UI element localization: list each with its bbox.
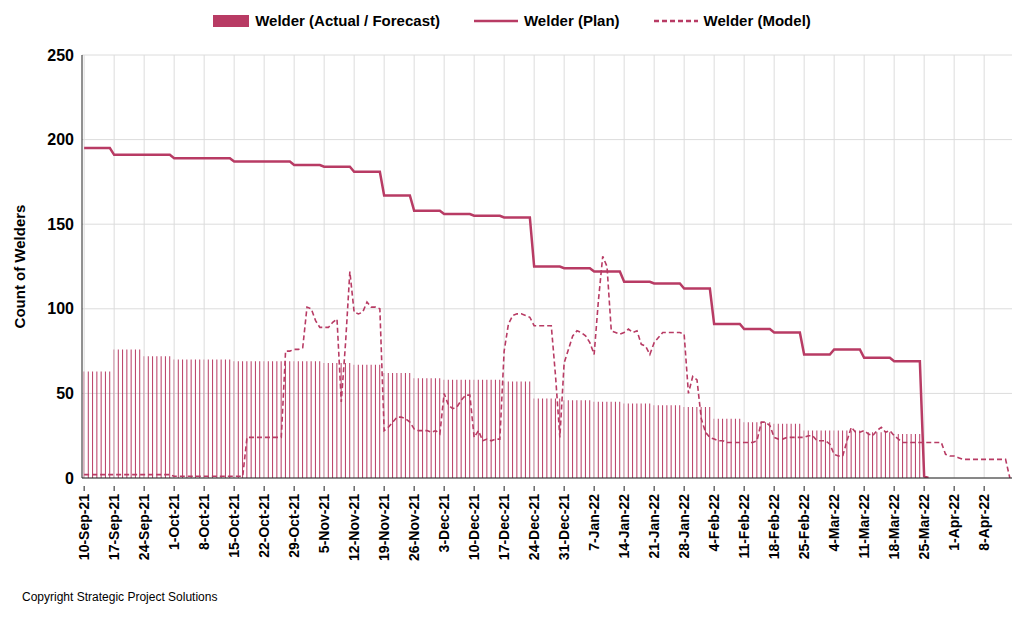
svg-text:50: 50	[56, 385, 74, 402]
svg-text:1-Oct-21: 1-Oct-21	[166, 494, 182, 550]
svg-text:31-Dec-21: 31-Dec-21	[556, 494, 572, 560]
svg-text:7-Jan-22: 7-Jan-22	[586, 494, 602, 551]
svg-text:12-Nov-21: 12-Nov-21	[346, 494, 362, 561]
svg-text:29-Oct-21: 29-Oct-21	[286, 494, 302, 558]
svg-text:17-Dec-21: 17-Dec-21	[496, 494, 512, 560]
svg-text:24-Sep-21: 24-Sep-21	[136, 494, 152, 560]
svg-text:200: 200	[47, 131, 74, 148]
svg-text:28-Jan-22: 28-Jan-22	[676, 494, 692, 559]
svg-text:11-Feb-22: 11-Feb-22	[736, 494, 752, 559]
html-text:Welder (Plan): Welder (Plan)	[524, 12, 620, 29]
svg-text:25-Mar-22: 25-Mar-22	[916, 494, 932, 560]
svg-text:Count of Welders: Count of Welders	[11, 205, 28, 329]
svg-text:21-Jan-22: 21-Jan-22	[646, 494, 662, 559]
html-text:Copyright Strategic Project So: Copyright Strategic Project Solutions	[22, 590, 218, 604]
svg-text:1-Apr-22: 1-Apr-22	[946, 494, 962, 551]
svg-text:8-Apr-22: 8-Apr-22	[976, 494, 992, 551]
html-text:Welder (Actual / Forecast): Welder (Actual / Forecast)	[255, 12, 440, 29]
svg-text:24-Dec-21: 24-Dec-21	[526, 494, 542, 560]
svg-text:25-Feb-22: 25-Feb-22	[796, 494, 812, 560]
svg-text:18-Feb-22: 18-Feb-22	[766, 494, 782, 560]
svg-text:100: 100	[47, 300, 74, 317]
svg-text:4-Mar-22: 4-Mar-22	[826, 494, 842, 552]
svg-text:14-Jan-22: 14-Jan-22	[616, 494, 632, 559]
svg-text:11-Mar-22: 11-Mar-22	[856, 494, 872, 559]
svg-text:0: 0	[65, 470, 74, 487]
svg-text:15-Oct-21: 15-Oct-21	[226, 494, 242, 558]
html-text:Welder (Model): Welder (Model)	[703, 12, 811, 29]
svg-text:22-Oct-21: 22-Oct-21	[256, 494, 272, 558]
svg-text:150: 150	[47, 216, 74, 233]
svg-text:18-Mar-22: 18-Mar-22	[886, 494, 902, 560]
svg-text:4-Feb-22: 4-Feb-22	[706, 494, 722, 552]
svg-text:3-Dec-21: 3-Dec-21	[436, 494, 452, 553]
svg-text:8-Oct-21: 8-Oct-21	[196, 494, 212, 550]
svg-text:250: 250	[47, 47, 74, 64]
svg-text:17-Sep-21: 17-Sep-21	[106, 494, 122, 560]
svg-text:26-Nov-21: 26-Nov-21	[406, 494, 422, 561]
svg-text:19-Nov-21: 19-Nov-21	[376, 494, 392, 561]
svg-text:10-Sep-21: 10-Sep-21	[76, 494, 92, 560]
svg-text:5-Nov-21: 5-Nov-21	[316, 494, 332, 553]
svg-text:10-Dec-21: 10-Dec-21	[466, 494, 482, 560]
